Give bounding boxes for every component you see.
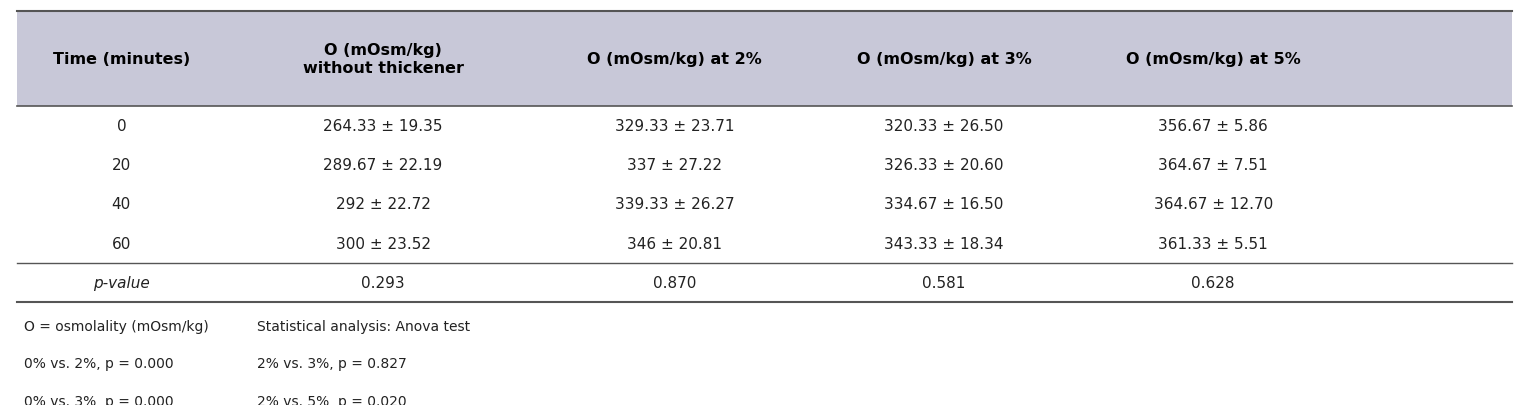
Text: 329.33 ± 23.71: 329.33 ± 23.71 xyxy=(615,119,734,134)
Text: 361.33 ± 5.51: 361.33 ± 5.51 xyxy=(1159,236,1268,251)
Text: 346 ± 20.81: 346 ± 20.81 xyxy=(627,236,722,251)
Text: 334.67 ± 16.50: 334.67 ± 16.50 xyxy=(884,197,1003,212)
Text: Time (minutes): Time (minutes) xyxy=(52,52,190,67)
Text: p-value: p-value xyxy=(93,275,150,290)
Text: O (mOsm/kg)
without thickener: O (mOsm/kg) without thickener xyxy=(303,43,463,76)
Text: 2% vs. 5%, p = 0.020: 2% vs. 5%, p = 0.020 xyxy=(257,394,407,405)
Text: 356.67 ± 5.86: 356.67 ± 5.86 xyxy=(1159,119,1268,134)
Text: 0: 0 xyxy=(116,119,127,134)
Text: 0.628: 0.628 xyxy=(1191,275,1235,290)
Text: Statistical analysis: Anova test: Statistical analysis: Anova test xyxy=(257,319,469,333)
Text: 292 ± 22.72: 292 ± 22.72 xyxy=(336,197,431,212)
Text: O (mOsm/kg) at 5%: O (mOsm/kg) at 5% xyxy=(1125,52,1301,67)
Text: 343.33 ± 18.34: 343.33 ± 18.34 xyxy=(884,236,1003,251)
Text: O (mOsm/kg) at 3%: O (mOsm/kg) at 3% xyxy=(856,52,1032,67)
Text: 337 ± 27.22: 337 ± 27.22 xyxy=(627,158,722,173)
Text: 339.33 ± 26.27: 339.33 ± 26.27 xyxy=(615,197,734,212)
Text: 364.67 ± 12.70: 364.67 ± 12.70 xyxy=(1153,197,1272,212)
Text: 0.870: 0.870 xyxy=(653,275,696,290)
Text: 0% vs. 3%, p = 0.000: 0% vs. 3%, p = 0.000 xyxy=(24,394,174,405)
Text: 289.67 ± 22.19: 289.67 ± 22.19 xyxy=(324,158,443,173)
Text: 60: 60 xyxy=(112,236,131,251)
Text: 20: 20 xyxy=(112,158,131,173)
Text: 326.33 ± 20.60: 326.33 ± 20.60 xyxy=(884,158,1003,173)
Text: O (mOsm/kg) at 2%: O (mOsm/kg) at 2% xyxy=(587,52,761,67)
Text: 0.293: 0.293 xyxy=(361,275,405,290)
Text: 300 ± 23.52: 300 ± 23.52 xyxy=(335,236,431,251)
Text: 0.581: 0.581 xyxy=(922,275,966,290)
Text: 40: 40 xyxy=(112,197,131,212)
Text: 0% vs. 2%, p = 0.000: 0% vs. 2%, p = 0.000 xyxy=(24,357,174,371)
Text: 2% vs. 3%, p = 0.827: 2% vs. 3%, p = 0.827 xyxy=(257,357,407,371)
Text: 264.33 ± 19.35: 264.33 ± 19.35 xyxy=(323,119,443,134)
Text: 320.33 ± 26.50: 320.33 ± 26.50 xyxy=(884,119,1003,134)
Text: 364.67 ± 7.51: 364.67 ± 7.51 xyxy=(1159,158,1268,173)
Bar xyxy=(17,12,1512,107)
Text: O = osmolality (mOsm/kg): O = osmolality (mOsm/kg) xyxy=(24,319,209,333)
